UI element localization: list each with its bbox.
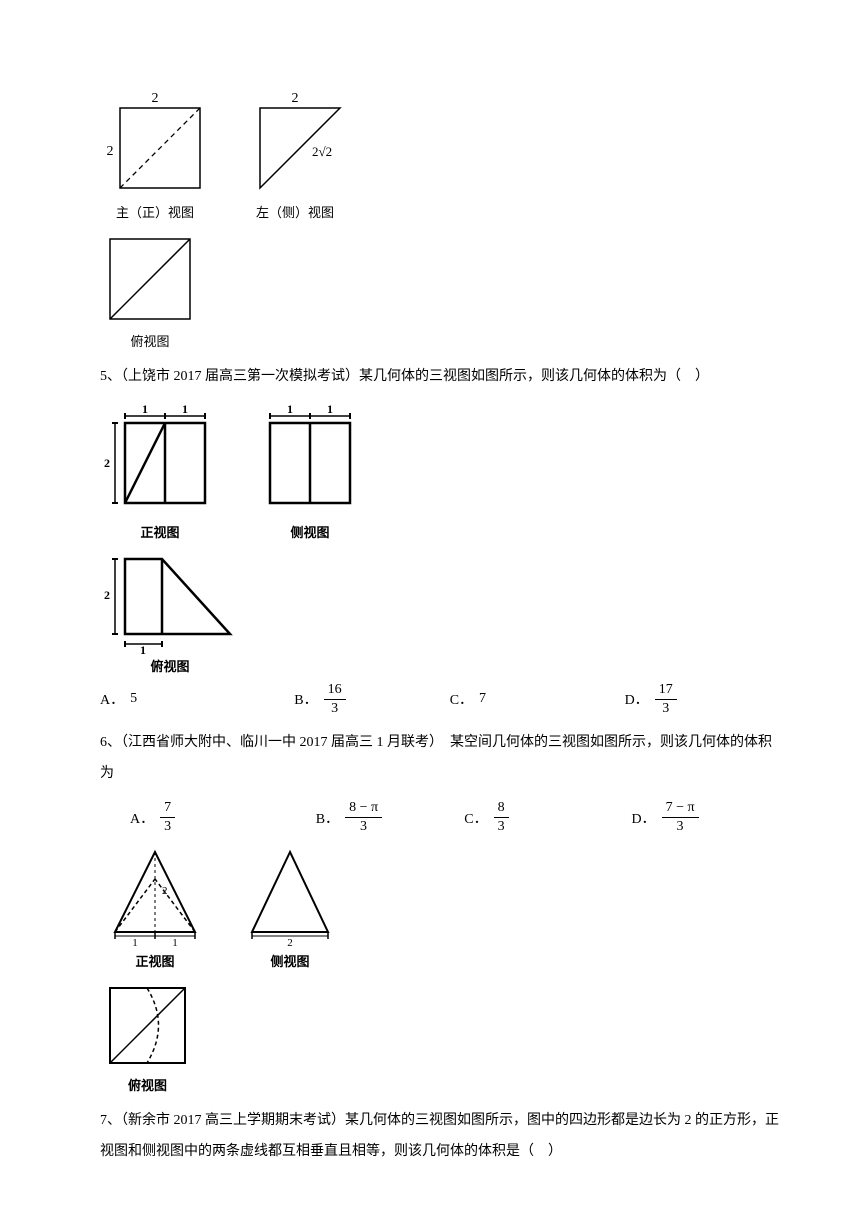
svg-text:2: 2 [104, 588, 110, 602]
svg-text:1: 1 [327, 405, 333, 416]
q5-front-svg: 1 1 2 [100, 405, 220, 520]
q6-a-label: A． [130, 808, 154, 828]
q6-top-svg [100, 978, 195, 1073]
svg-text:2: 2 [287, 937, 293, 949]
q5-front-caption: 正视图 [140, 522, 179, 541]
svg-text:1: 1 [287, 405, 293, 416]
q6-a-frac: 7 3 [160, 801, 175, 834]
q6-front-caption: 正视图 [135, 951, 174, 970]
q6-side-caption: 侧视图 [270, 951, 309, 970]
q5-top-caption: 俯视图 [150, 656, 189, 675]
q5-d-frac: 17 3 [655, 683, 677, 716]
q6-option-b: B． 8 − π 3 [316, 801, 465, 834]
q4-top-view: 俯视图 [100, 229, 200, 350]
q4-front-view: 2 2 主（正）视图 [100, 90, 210, 221]
q6-diagram-row-1: 2 1 1 正视图 2 侧视图 [100, 844, 780, 970]
q5-c-value: 7 [479, 691, 486, 707]
q5-diagram-row-2: 2 1 俯视图 [100, 549, 780, 675]
svg-text:1: 1 [182, 405, 188, 416]
q6-side-svg: 2 [240, 844, 340, 949]
q6-diagram-row-2: 俯视图 [100, 978, 780, 1094]
svg-text:1: 1 [140, 643, 146, 654]
q6-top-caption: 俯视图 [128, 1075, 167, 1094]
svg-text:2: 2 [104, 456, 110, 470]
q6-c-frac: 8 3 [494, 801, 509, 834]
q6-d-frac: 7 − π 3 [662, 801, 699, 834]
q4-diagram-row-1: 2 2 主（正）视图 2 2√2 左（侧）视图 [100, 90, 780, 221]
q6-top-view: 俯视图 [100, 978, 195, 1094]
q4-side-hyp-label: 2√2 [312, 144, 332, 159]
q5-option-d: D． 17 3 [625, 683, 780, 716]
q6-option-d: D． 7 − π 3 [631, 801, 780, 834]
q6-side-view: 2 侧视图 [240, 844, 340, 970]
q6-text: 6、（江西省师大附中、临川一中 2017 届高三 1 月联考） 某空间几何体的三… [100, 728, 780, 790]
q5-options: A． 5 B． 16 3 C． 7 D． 17 3 [100, 683, 780, 716]
q6-c-label: C． [464, 808, 487, 828]
q6-front-view: 2 1 1 正视图 [100, 844, 210, 970]
q4-front-svg: 2 2 [100, 90, 210, 200]
q6-b-frac: 8 − π 3 [345, 801, 382, 834]
q5-option-c: C． 7 [450, 689, 625, 709]
q5-option-a: A． 5 [100, 689, 294, 709]
q5-text: 5、（上饶市 2017 届高三第一次模拟考试）某几何体的三视图如图所示，则该几何… [100, 362, 780, 393]
q4-front-left-label: 2 [107, 144, 114, 159]
svg-text:2: 2 [162, 885, 168, 897]
q5-d-label: D． [625, 689, 649, 709]
q5-side-svg: 1 1 [250, 405, 370, 520]
q5-diagram-row-1: 1 1 2 正视图 1 1 [100, 405, 780, 541]
q5-front-view: 1 1 2 正视图 [100, 405, 220, 541]
q5-b-label: B． [294, 689, 317, 709]
q5-top-view: 2 1 俯视图 [100, 549, 240, 675]
q5-b-frac: 16 3 [324, 683, 346, 716]
q4-front-caption: 主（正）视图 [116, 202, 194, 221]
svg-text:1: 1 [172, 937, 178, 949]
q5-side-caption: 侧视图 [290, 522, 329, 541]
svg-text:1: 1 [142, 405, 148, 416]
q4-diagram-row-2: 俯视图 [100, 229, 780, 350]
q6-option-c: C． 8 3 [464, 801, 631, 834]
q4-side-caption: 左（侧）视图 [256, 202, 334, 221]
q6-b-label: B． [316, 808, 339, 828]
q7-text: 7、（新余市 2017 高三上学期期末考试）某几何体的三视图如图所示，图中的四边… [100, 1106, 780, 1168]
q4-side-view: 2 2√2 左（侧）视图 [240, 90, 350, 221]
q4-side-svg: 2 2√2 [240, 90, 350, 200]
q5-a-label: A． [100, 689, 124, 709]
q6-d-label: D． [631, 808, 655, 828]
q5-a-value: 5 [130, 691, 137, 707]
q4-side-top-label: 2 [292, 91, 299, 106]
q4-front-top-label: 2 [152, 91, 159, 106]
q4-top-svg [100, 229, 200, 329]
svg-text:1: 1 [132, 937, 138, 949]
q5-top-svg: 2 1 [100, 549, 240, 654]
q4-top-caption: 俯视图 [130, 331, 169, 350]
q6-option-a: A． 7 3 [130, 801, 316, 834]
q5-side-view: 1 1 侧视图 [250, 405, 370, 541]
q6-options: A． 7 3 B． 8 − π 3 C． 8 3 D． 7 − π 3 [100, 801, 780, 834]
q5-option-b: B． 16 3 [294, 683, 449, 716]
q6-front-svg: 2 1 1 [100, 844, 210, 949]
q5-c-label: C． [450, 689, 473, 709]
